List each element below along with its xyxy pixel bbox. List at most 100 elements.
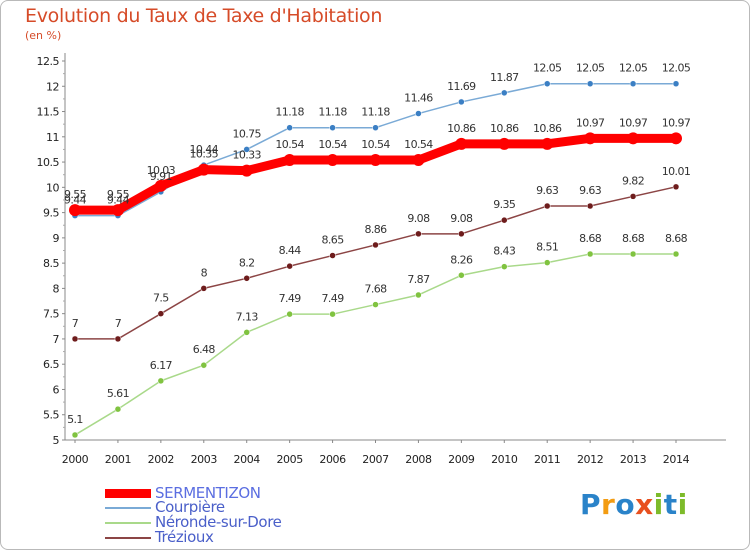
data-label: 8.68 (622, 232, 645, 245)
data-label: 10.44 (190, 143, 219, 156)
data-label: 12.05 (662, 62, 691, 75)
y-tick-label: 6.5 (43, 358, 59, 371)
data-point (415, 230, 422, 238)
data-point (326, 154, 339, 167)
x-tick-label: 2008 (405, 453, 432, 466)
data-label: 10.86 (447, 122, 476, 135)
data-point (111, 204, 124, 217)
data-label: 11.69 (447, 80, 476, 93)
logo-letter: x (635, 488, 654, 521)
data-label: 12.05 (619, 62, 648, 75)
data-point (286, 262, 293, 270)
y-tick-label: 7.5 (43, 308, 59, 321)
data-label: 10.54 (361, 138, 390, 151)
data-label: 6.17 (150, 359, 173, 372)
data-point (501, 263, 508, 270)
chart-title: Evolution du Taux de Taxe d'Habitation (25, 5, 383, 27)
data-point (501, 216, 508, 224)
data-point (458, 98, 465, 106)
data-label: 9.08 (407, 212, 430, 225)
y-tick-label: 11.5 (37, 106, 60, 119)
legend-label: Courpière (155, 498, 225, 516)
x-tick-label: 2002 (148, 453, 174, 466)
data-label: 7.5 (153, 292, 169, 305)
legend-swatch (105, 537, 151, 539)
data-label: 6.48 (193, 343, 216, 356)
data-point (286, 124, 293, 131)
data-point (543, 80, 551, 87)
data-point (586, 202, 594, 210)
data-label: 7.49 (279, 292, 302, 305)
x-tick-label: 2001 (105, 453, 131, 466)
data-label: 9.44 (64, 194, 87, 207)
data-label: 10.97 (662, 116, 691, 129)
y-tick-label: 7 (53, 333, 60, 346)
data-label: 10.75 (232, 127, 261, 140)
data-point (372, 124, 379, 131)
data-label: 9.44 (107, 194, 130, 207)
y-tick-label: 9 (53, 232, 60, 245)
data-label: 10.54 (275, 138, 304, 151)
y-tick-label: 8 (53, 282, 60, 295)
logo-letter: o (615, 488, 636, 521)
y-tick-label: 6 (53, 383, 60, 396)
x-tick-label: 2006 (319, 453, 346, 466)
data-label: 10.54 (404, 138, 433, 151)
data-point (415, 291, 422, 299)
y-tick-label: 9.5 (43, 207, 59, 220)
data-label: 10.97 (576, 116, 605, 129)
data-label: 9.63 (536, 184, 559, 197)
data-label: 5.61 (107, 387, 129, 400)
data-point (243, 275, 250, 282)
data-point (329, 310, 336, 318)
data-point (154, 179, 167, 192)
data-point (672, 250, 680, 258)
data-label: 12.05 (576, 62, 605, 75)
data-label: 10.97 (619, 116, 648, 129)
data-point (501, 89, 508, 97)
logo-letter: r (601, 488, 616, 521)
data-label: 8.2 (239, 256, 255, 269)
data-point (458, 272, 465, 279)
series-line-3 (74, 186, 677, 340)
data-point (197, 163, 210, 176)
legend-swatch (105, 522, 151, 524)
x-tick-label: 2003 (191, 453, 218, 466)
data-label: 10.01 (662, 165, 691, 178)
data-label: 9.55 (107, 188, 130, 201)
x-tick-label: 2014 (663, 453, 690, 466)
data-point (498, 137, 511, 150)
data-label: 10.86 (490, 122, 519, 135)
x-tick-label: 2010 (491, 453, 518, 466)
legend-label: Néronde-sur-Dore (155, 513, 282, 531)
data-point (243, 329, 250, 336)
data-point (157, 377, 165, 385)
data-label: 7.68 (364, 283, 387, 296)
data-label: 7.13 (236, 310, 259, 323)
data-label: 11.18 (318, 106, 347, 119)
data-point (372, 241, 379, 249)
legend-label: SERMENTIZON (155, 484, 261, 502)
data-point (200, 285, 208, 292)
data-label: 9.08 (450, 212, 473, 225)
y-tick-label: 5.5 (43, 409, 59, 422)
data-label: 7.49 (322, 292, 345, 305)
data-point (672, 80, 680, 87)
data-point (543, 259, 551, 266)
data-label: 10.03 (147, 164, 176, 177)
data-point (629, 250, 637, 258)
data-label: 5.1 (67, 413, 83, 426)
data-label: 7 (72, 317, 79, 330)
data-label: 9.91 (150, 170, 172, 183)
logo-letter: t (663, 488, 678, 521)
data-label: 8.86 (364, 223, 387, 236)
data-point (200, 361, 208, 369)
data-point (415, 110, 422, 117)
data-label: 10.33 (232, 149, 261, 162)
data-label: 12.05 (533, 62, 562, 75)
y-tick-label: 8.5 (43, 257, 59, 270)
data-label: 8.43 (493, 245, 516, 258)
data-point (243, 146, 250, 153)
data-label: 8.65 (322, 234, 345, 247)
